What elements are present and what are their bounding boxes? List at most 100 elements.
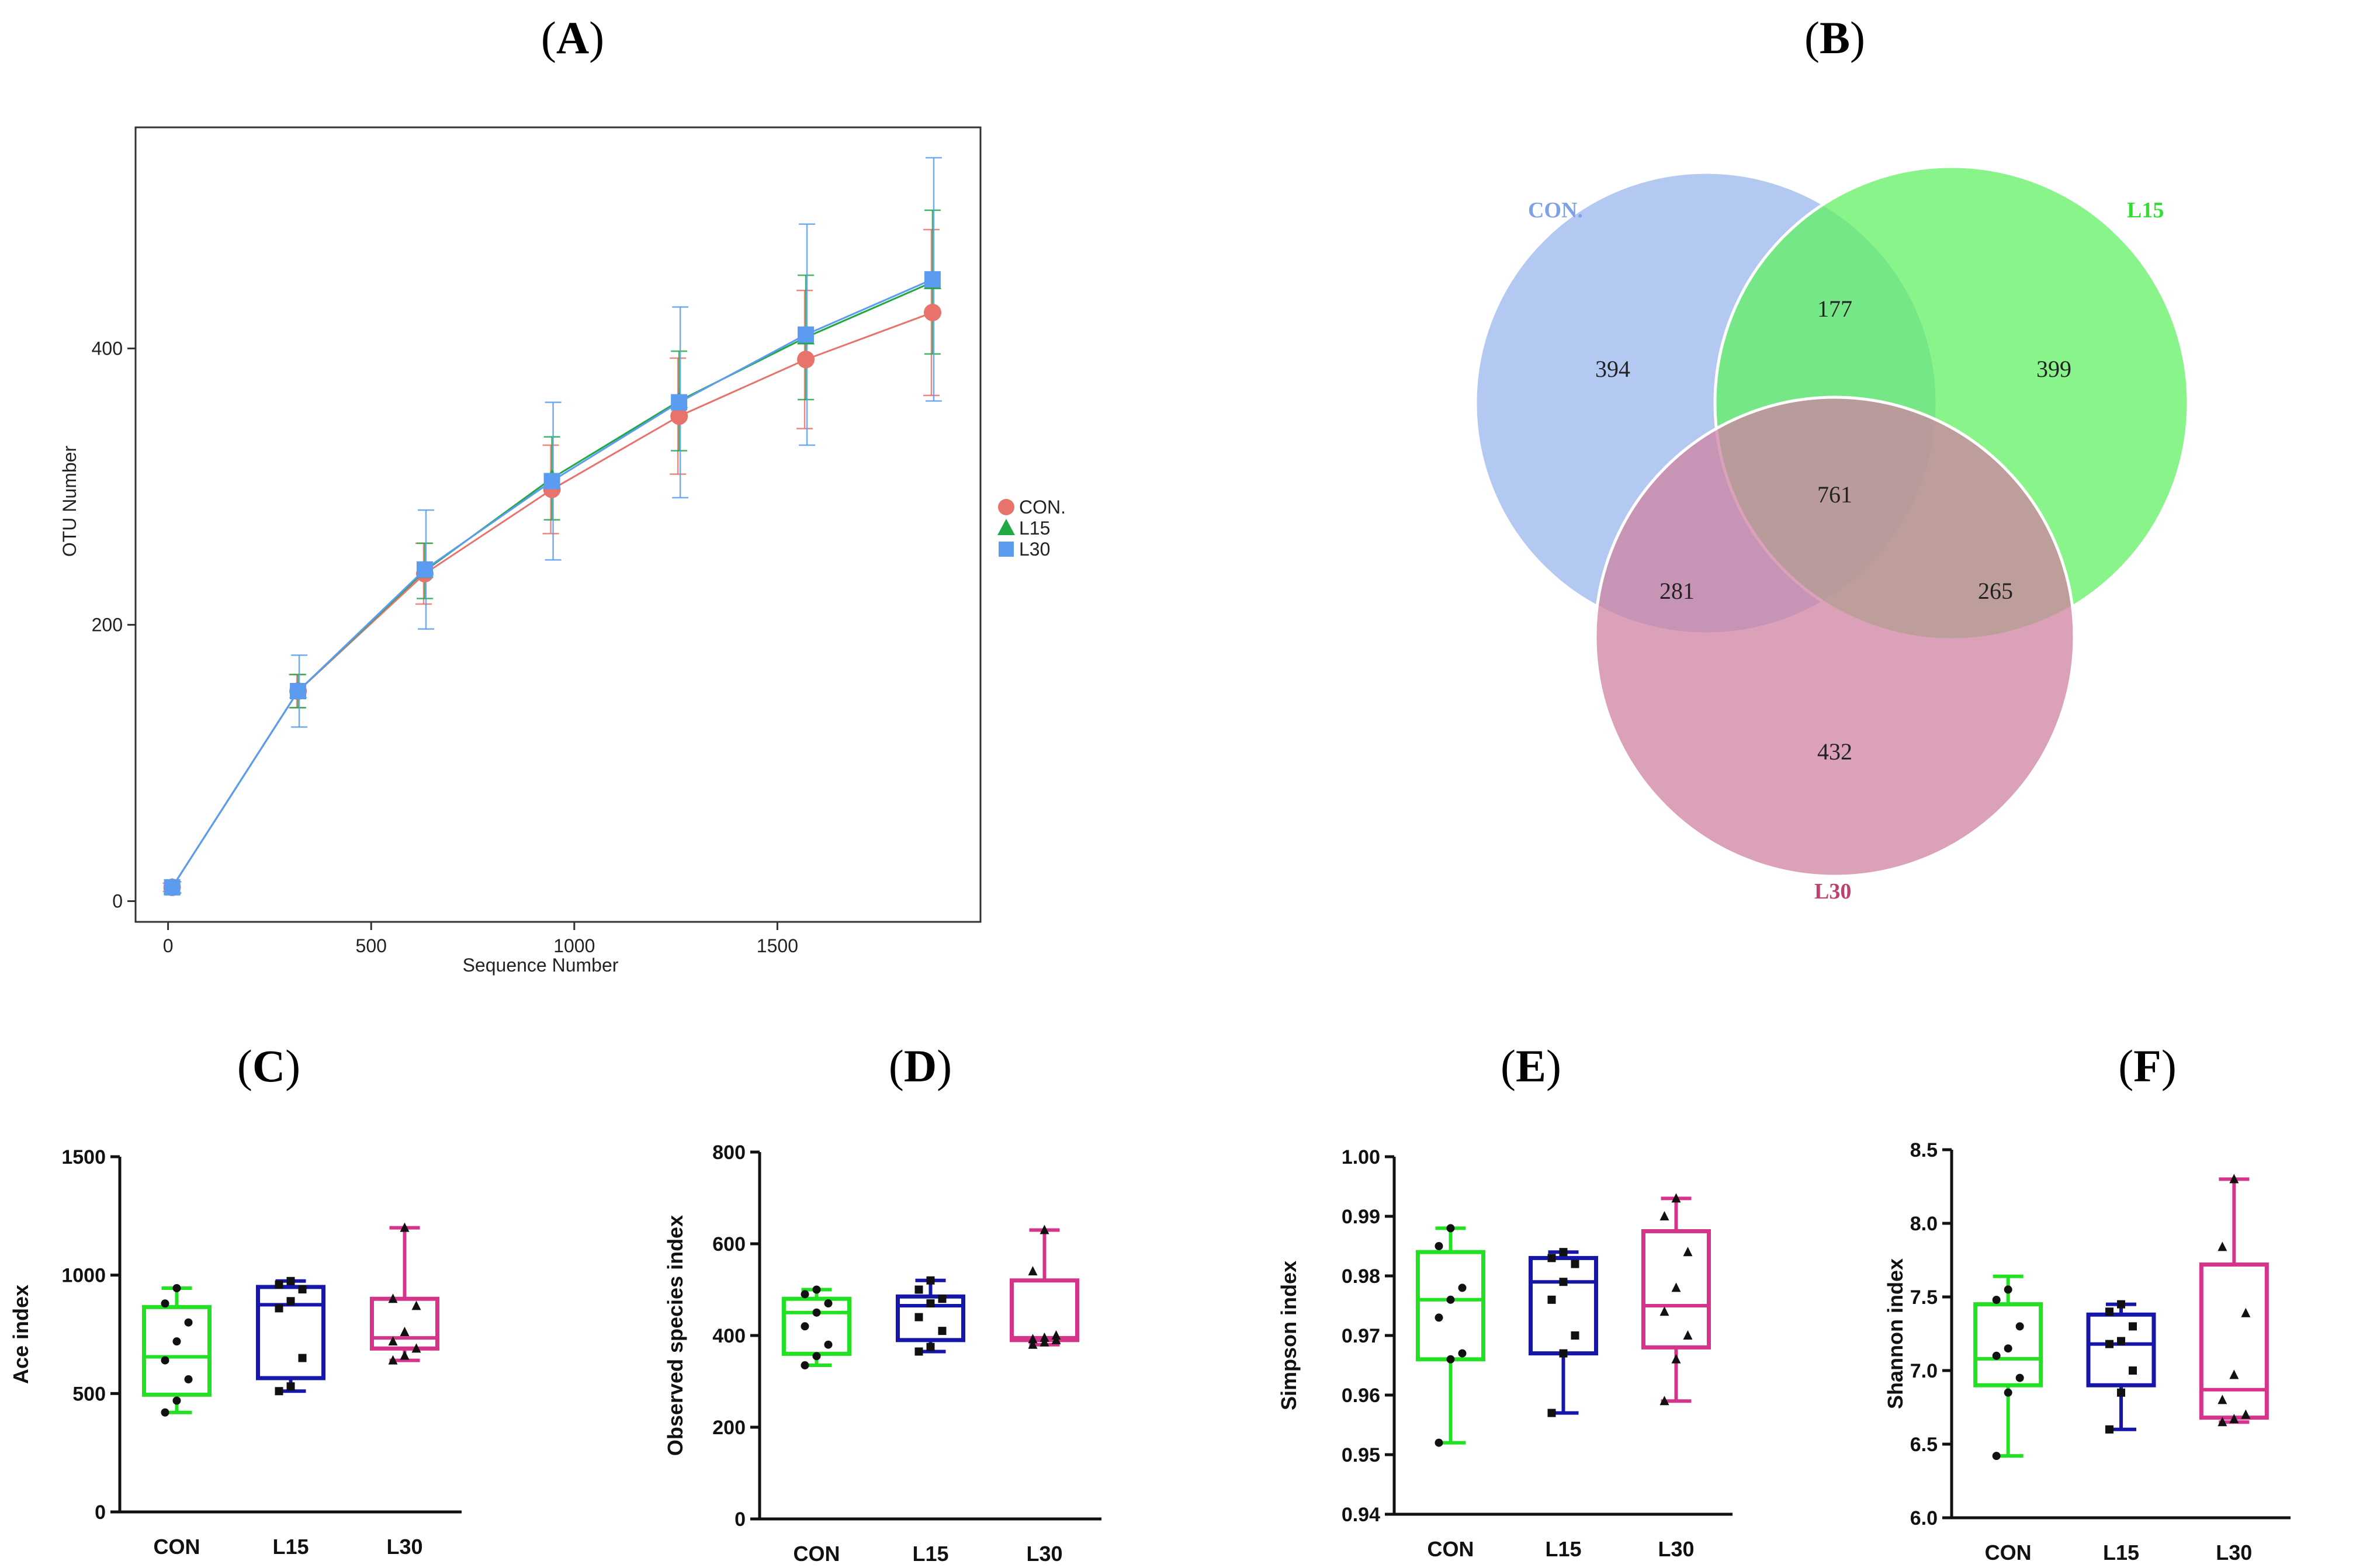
sample-point	[914, 1347, 923, 1356]
sample-point	[1671, 1354, 1681, 1364]
series-line-l15	[171, 281, 933, 888]
legend-label: CON.	[1019, 497, 1066, 518]
panel-label-c: (C)	[237, 1040, 301, 1091]
ace-index-boxplot: 0 500 1000 1500 Ace index CON L15 L30	[9, 1146, 462, 1559]
legend-marker	[997, 519, 1015, 535]
sample-point	[2117, 1337, 2125, 1345]
sample-point	[1028, 1266, 1038, 1276]
data-point	[798, 326, 815, 343]
venn-count-l15-only: 399	[2036, 356, 2071, 382]
sample-point	[2229, 1369, 2239, 1379]
sample-point	[411, 1300, 421, 1310]
sample-point	[400, 1326, 410, 1336]
y-axis-label: OTU Number	[59, 446, 80, 557]
y-tick-label: 600	[712, 1233, 746, 1255]
panel-label-a: (A)	[540, 12, 605, 63]
box-l15	[1529, 1255, 1598, 1356]
venn-label-l15: L15	[2127, 198, 2164, 223]
venn-count-l15-l30: 265	[1978, 578, 2013, 604]
box-con	[1416, 1250, 1485, 1362]
sample-point	[400, 1222, 410, 1232]
venn-label-l30: L30	[1814, 879, 1851, 904]
sample-point	[2129, 1322, 2137, 1331]
panel-label-b: (B)	[1804, 12, 1865, 63]
legend-label: L15	[1019, 518, 1050, 539]
sample-point	[1659, 1211, 1669, 1220]
y-tick-label: 1.00	[1342, 1146, 1380, 1168]
venn-circle-l30	[1593, 396, 2076, 878]
sample-point	[2117, 1388, 2125, 1397]
sample-point	[1051, 1330, 1061, 1340]
sample-point	[172, 1337, 181, 1346]
sample-point	[938, 1327, 947, 1335]
sample-point	[1992, 1351, 2001, 1360]
y-tick-label: 500	[72, 1383, 106, 1405]
sample-point	[2241, 1307, 2251, 1317]
y-axis-label: Ace index	[9, 1285, 33, 1384]
series-line-l30	[171, 278, 933, 888]
y-tick-label: 6.0	[1910, 1507, 1938, 1529]
observed-species-boxplot: 0 200 400 600 800 Observed species index CON L1…	[663, 1142, 1101, 1566]
sample-point	[1446, 1295, 1455, 1304]
box-l15	[256, 1285, 325, 1380]
venn-diagram: CON. L15 L30 394 399 432 177 281 265 761	[1474, 165, 2190, 904]
otu-rarefaction-chart: 0 500 1000 1500 0 200 400 Sequence Number OTU Nu…	[59, 126, 1066, 976]
data-point	[797, 351, 815, 369]
sample-point	[1435, 1242, 1443, 1250]
sample-point	[1992, 1296, 2001, 1305]
box-l30	[370, 1296, 439, 1351]
y-tick-label: 400	[712, 1325, 746, 1347]
sample-point	[914, 1313, 923, 1321]
sample-point	[172, 1396, 181, 1405]
sample-point	[388, 1336, 398, 1346]
data-point	[164, 879, 181, 896]
x-tick-label: 1500	[757, 935, 798, 956]
x-tick-label: L15	[272, 1535, 309, 1559]
box-con	[782, 1296, 851, 1356]
sample-point	[286, 1276, 295, 1285]
y-tick-label: 0.94	[1342, 1504, 1380, 1526]
x-tick-label: CON	[794, 1542, 840, 1566]
sample-point	[824, 1340, 833, 1349]
sample-point	[1559, 1278, 1568, 1286]
sample-point	[2218, 1417, 2227, 1427]
x-tick-label: 0	[163, 935, 174, 956]
sample-point	[1435, 1438, 1443, 1447]
y-axis-label: Observed species index	[663, 1215, 687, 1456]
sample-point	[938, 1295, 947, 1303]
sample-point	[275, 1280, 283, 1289]
sample-point	[801, 1361, 809, 1370]
sample-point	[1446, 1224, 1455, 1233]
sample-point	[1671, 1282, 1681, 1292]
sample-point	[1571, 1331, 1579, 1340]
sample-point	[914, 1285, 923, 1294]
y-tick-label: 0.95	[1342, 1444, 1380, 1466]
x-tick-label: L15	[1545, 1537, 1581, 1561]
sample-point	[2105, 1307, 2113, 1316]
sample-point	[926, 1299, 935, 1308]
panel-label-d: (D)	[888, 1040, 952, 1091]
sample-point	[275, 1387, 283, 1396]
data-point	[416, 561, 433, 578]
y-tick-label: 8.0	[1910, 1213, 1938, 1235]
y-axis-label: Simpson index	[1277, 1261, 1301, 1410]
sample-point	[2004, 1388, 2012, 1397]
sample-point	[1028, 1334, 1038, 1344]
data-point	[543, 473, 560, 490]
sample-point	[1458, 1349, 1467, 1358]
sample-point	[2241, 1409, 2251, 1419]
y-tick-label: 400	[92, 338, 123, 359]
x-axis-label: Sequence Number	[463, 955, 619, 976]
sample-point	[812, 1285, 821, 1294]
sample-point	[388, 1355, 398, 1365]
sample-point	[1992, 1452, 2001, 1461]
sample-point	[1683, 1247, 1693, 1257]
sample-point	[1547, 1254, 1556, 1262]
sample-point	[801, 1290, 809, 1299]
box-l30	[2199, 1262, 2269, 1420]
sample-point	[1040, 1332, 1049, 1342]
venn-count-con-only: 394	[1595, 356, 1630, 382]
sample-point	[1547, 1295, 1556, 1304]
simpson-index-boxplot: 0.94 0.95 0.96 0.97 0.98 0.99 1.00 Simpson inde…	[1277, 1146, 1733, 1561]
box-con	[142, 1305, 212, 1397]
